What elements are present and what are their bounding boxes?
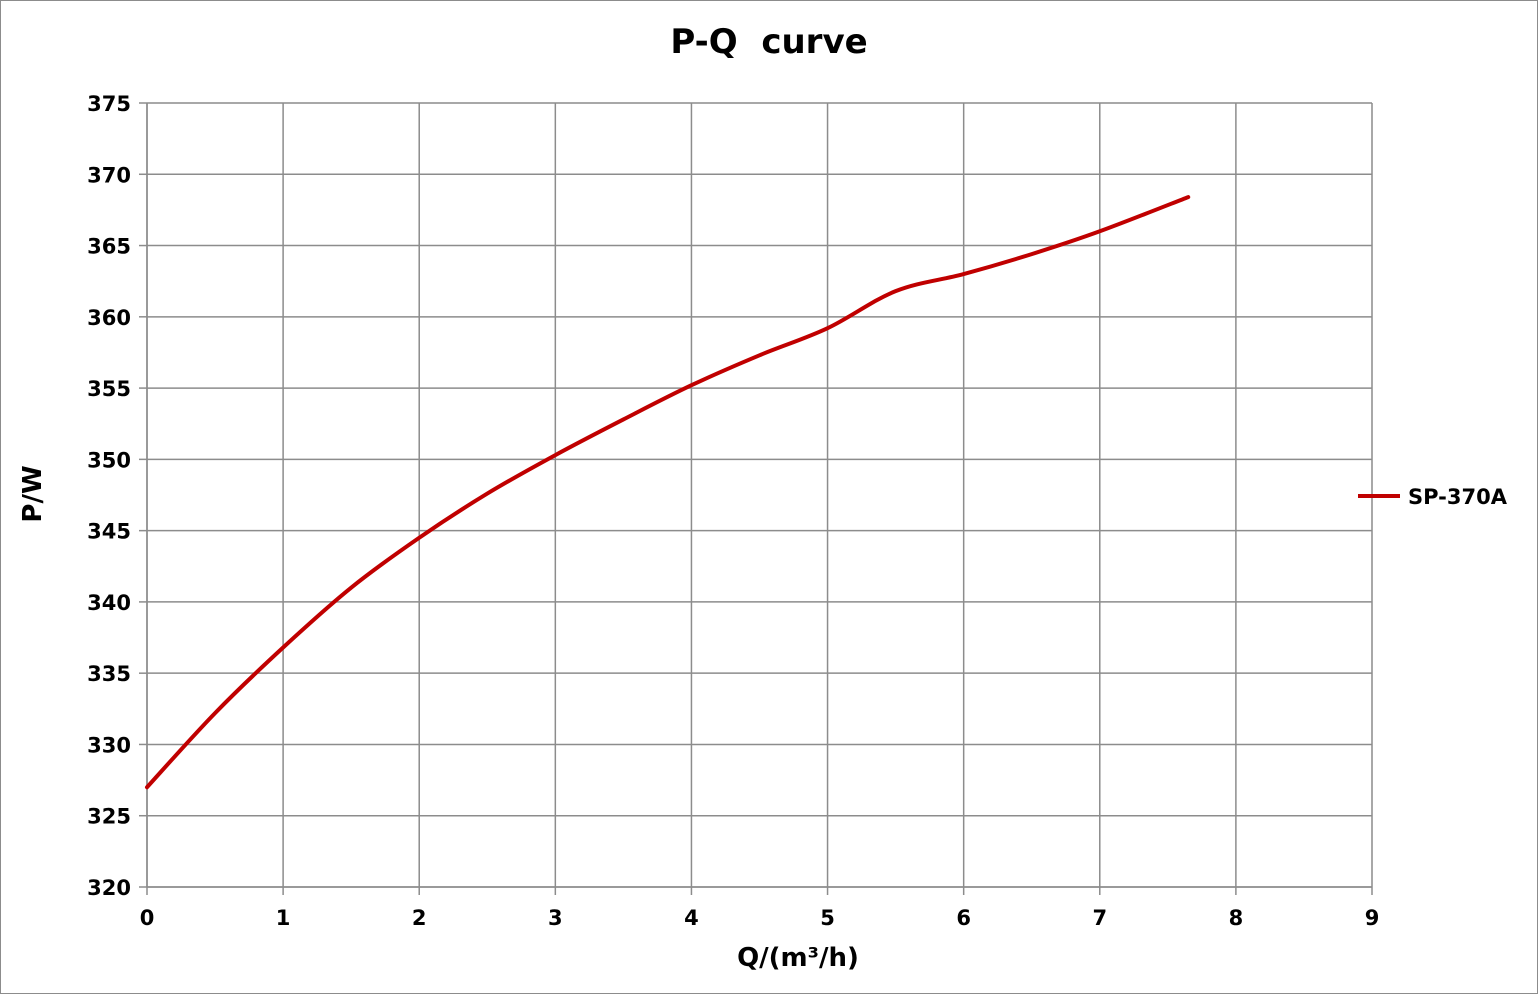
y-tick-label: 345	[87, 520, 131, 544]
axes	[139, 102, 1373, 895]
x-tick-label: 8	[1229, 906, 1244, 930]
y-tick-label: 335	[87, 662, 131, 686]
x-tick-label: 5	[820, 906, 835, 930]
x-tick-label: 2	[412, 906, 427, 930]
y-tick-label: 360	[87, 306, 131, 330]
gridlines	[146, 102, 1373, 888]
series-line-0	[145, 195, 1191, 790]
y-tick-label: 340	[87, 591, 131, 615]
y-tick-label: 370	[87, 163, 131, 187]
x-tick-label: 7	[1092, 906, 1107, 930]
y-tick-label: 320	[87, 876, 131, 900]
x-tick-label: 9	[1365, 906, 1380, 930]
y-tick-label: 350	[87, 448, 131, 472]
y-tick-label: 365	[87, 235, 131, 259]
chart-title: P-Q curve	[670, 22, 867, 62]
y-tick-labels: 320 325 330 335 340 345 350 355 360 365 370 375	[87, 92, 131, 900]
x-tick-labels: 0 1 2 3 4 5 6 7 8 9	[140, 906, 1380, 930]
x-tick-label: 1	[276, 906, 291, 930]
series-group	[145, 195, 1191, 790]
y-axis-title: P/W	[18, 465, 48, 522]
legend-label: SP-370A	[1408, 485, 1508, 509]
y-tick-label: 325	[87, 805, 131, 829]
y-tick-label: 375	[87, 92, 131, 116]
legend: SP-370A	[1358, 485, 1508, 509]
x-tick-label: 4	[684, 906, 699, 930]
y-tick-label: 330	[87, 733, 131, 757]
x-tick-label: 0	[140, 906, 155, 930]
x-axis-title: Q/(m³/h)	[737, 943, 859, 973]
x-tick-label: 3	[548, 906, 563, 930]
y-tick-label: 355	[87, 377, 131, 401]
x-tick-label: 6	[956, 906, 971, 930]
